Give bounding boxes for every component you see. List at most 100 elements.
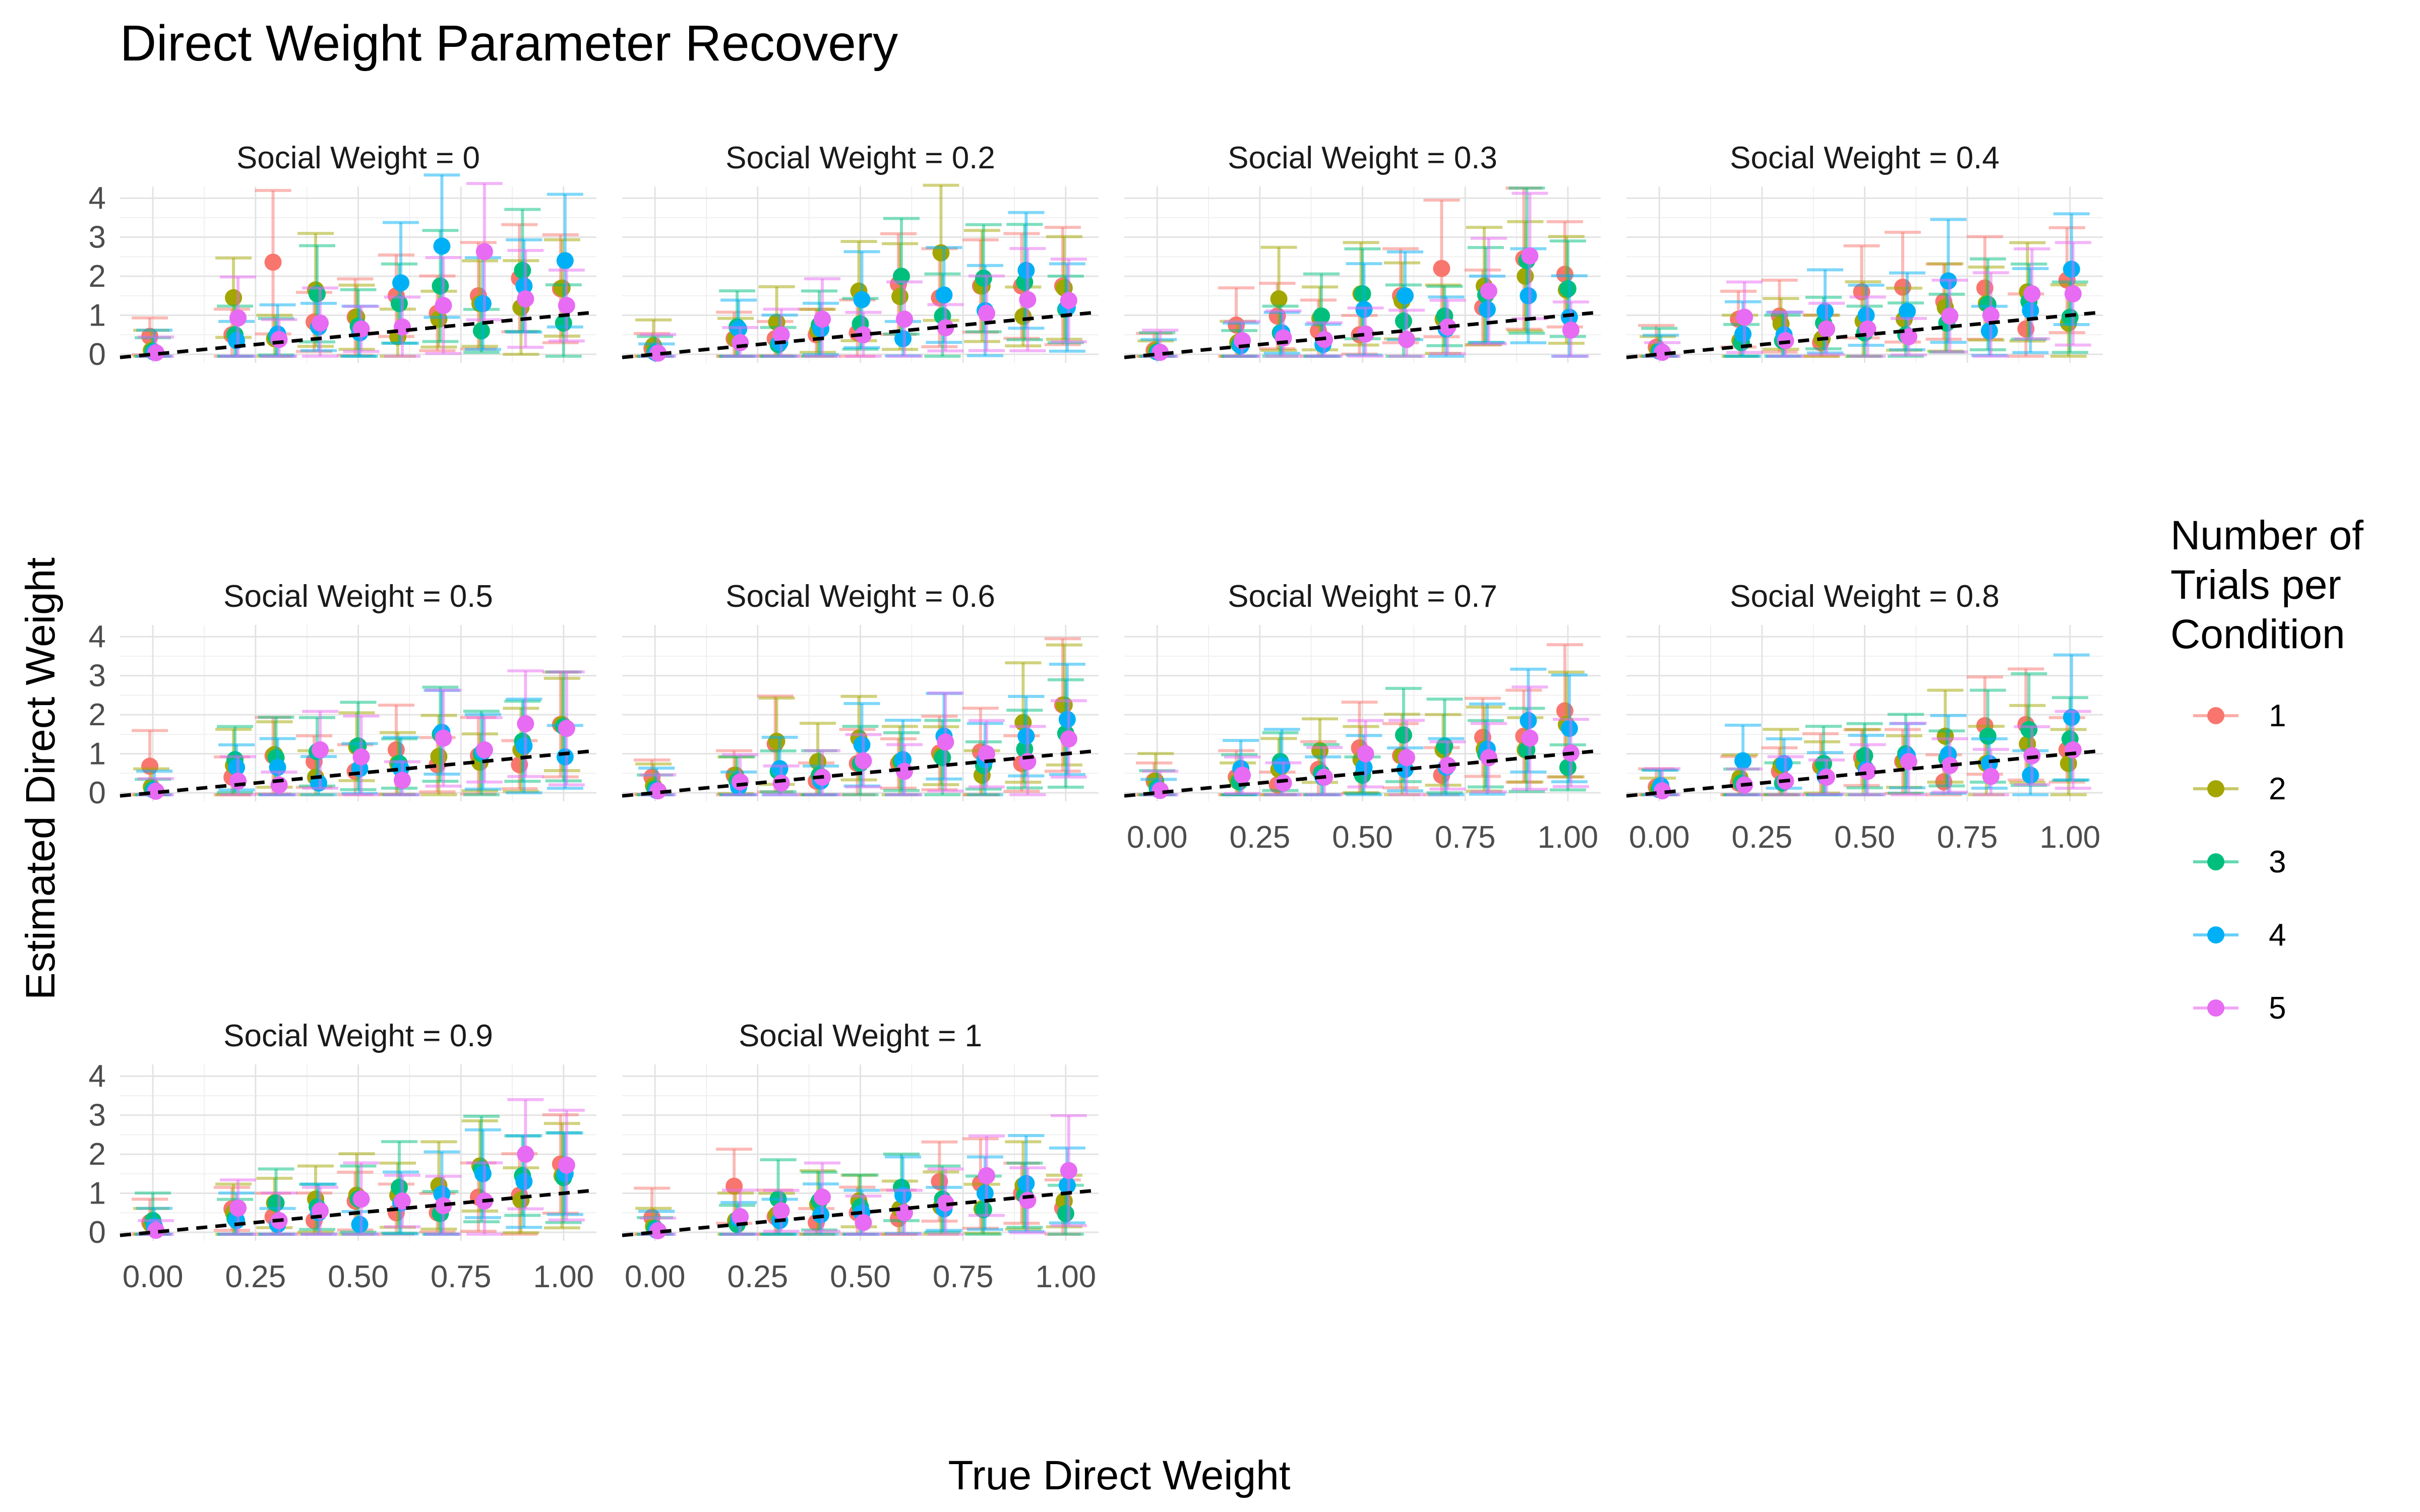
x-tick-label: 0.50: [328, 1259, 389, 1294]
x-tick-label: 0.50: [1332, 820, 1393, 855]
y-tick-label: 0: [89, 1215, 106, 1250]
data-point: [853, 291, 871, 308]
y-tick-label: 2: [89, 1137, 106, 1172]
reference-line: [119, 1188, 597, 1237]
y-tick-label: 3: [89, 220, 106, 255]
data-point: [1900, 753, 1917, 771]
legend-key-point: [2207, 999, 2224, 1017]
data-point: [2064, 741, 2082, 759]
data-point: [393, 772, 411, 789]
data-point: [475, 243, 493, 261]
facet-label: Social Weight = 0.8: [1730, 579, 2000, 614]
facet-label: Social Weight = 0.2: [725, 141, 995, 175]
data-point: [855, 326, 872, 344]
data-point: [1357, 325, 1374, 343]
data-point: [1898, 302, 1916, 320]
data-point: [352, 748, 370, 766]
x-tick-label: 0.25: [225, 1259, 286, 1294]
data-point: [147, 344, 165, 361]
data-point: [435, 1197, 452, 1215]
data-point: [978, 745, 995, 763]
legend-label: 2: [2269, 772, 2286, 806]
reference-line: [119, 310, 597, 359]
data-point: [312, 741, 329, 759]
data-point: [475, 741, 493, 759]
facet-panels: Social Weight = 0 0 1 2 3 4 Social Weight = 0.…: [89, 141, 2103, 1294]
data-point: [649, 1222, 667, 1239]
y-tick-label: 0: [89, 776, 106, 810]
data-point: [814, 1188, 831, 1206]
y-tick-label: 1: [89, 737, 106, 772]
y-tick-label: 4: [89, 181, 106, 216]
facet-label: Social Weight = 0.3: [1228, 141, 1497, 175]
data-point: [558, 1156, 575, 1174]
data-point: [312, 314, 329, 332]
facet-panel: Social Weight = 0.6: [622, 579, 1099, 801]
data-point: [1736, 308, 1753, 326]
legend-label: 5: [2269, 991, 2286, 1026]
facet-panel: Social Weight = 0.8 0.00 0.25 0.50 0.75 1.00: [1626, 579, 2103, 855]
y-tick-label: 1: [89, 1176, 106, 1211]
data-point: [1270, 290, 1288, 308]
y-tick-label: 4: [89, 1059, 106, 1094]
facet-label: Social Weight = 0.5: [223, 579, 493, 614]
y-tick-label: 3: [89, 1098, 106, 1133]
data-point: [1439, 318, 1457, 336]
data-point: [1060, 730, 1077, 748]
data-point: [1439, 757, 1457, 774]
data-point: [1941, 757, 1959, 774]
data-point: [393, 318, 411, 336]
x-tick-label: 0.25: [1732, 820, 1793, 855]
data-point: [147, 782, 165, 800]
data-point: [935, 286, 953, 304]
reference-line: [119, 748, 597, 798]
data-point: [1019, 291, 1037, 308]
legend: Number of Trials per Condition 1 2 3 4 5: [2170, 513, 2364, 1026]
data-point: [1019, 1191, 1037, 1209]
data-point: [732, 773, 749, 791]
data-point: [1562, 321, 1580, 339]
data-point: [895, 310, 913, 328]
data-point: [1396, 287, 1414, 304]
data-point: [1982, 306, 2000, 324]
facet-label: Social Weight = 0: [236, 141, 480, 175]
data-point: [2064, 285, 2082, 302]
facet-label: Social Weight = 0.6: [725, 579, 995, 614]
facet-panel: Social Weight = 0.7 0.00 0.25 0.50 0.75 1.00: [1124, 579, 1601, 855]
data-point: [352, 1190, 370, 1208]
data-point: [393, 1192, 411, 1210]
reference-line: [622, 310, 1099, 359]
x-tick-label: 1.00: [533, 1259, 594, 1294]
x-tick-label: 0.00: [625, 1259, 686, 1294]
data-point: [433, 237, 451, 255]
y-tick-label: 0: [89, 337, 106, 372]
x-tick-label: 1.00: [1035, 1259, 1096, 1294]
data-point: [517, 1146, 534, 1163]
legend-key-point: [2207, 780, 2224, 797]
y-tick-label: 2: [89, 259, 106, 294]
legend-key-point: [2207, 707, 2224, 724]
data-point: [147, 1222, 165, 1239]
x-tick-label: 1.00: [2039, 820, 2100, 855]
data-point: [768, 732, 785, 750]
x-tick-label: 0.75: [1435, 820, 1496, 855]
data-point: [732, 334, 749, 351]
x-tick-label: 0.50: [1834, 820, 1895, 855]
data-point: [1480, 282, 1497, 300]
y-axis-title: Estimated Direct Weight: [18, 557, 64, 1000]
data-point: [1398, 749, 1415, 767]
data-point: [517, 715, 534, 732]
legend-item: 4: [2193, 918, 2286, 953]
facet-panel: Social Weight = 0.2: [622, 141, 1099, 363]
x-tick-label: 0.00: [1629, 820, 1690, 855]
data-point: [1654, 782, 1671, 800]
data-point: [978, 1167, 995, 1184]
data-point: [392, 274, 409, 292]
data-point: [1859, 763, 1877, 780]
data-point: [264, 254, 282, 271]
x-tick-label: 0.75: [1937, 820, 1998, 855]
data-point: [1357, 745, 1374, 763]
data-point: [1521, 247, 1539, 265]
data-point: [229, 772, 247, 790]
reference-line: [1626, 310, 2103, 359]
